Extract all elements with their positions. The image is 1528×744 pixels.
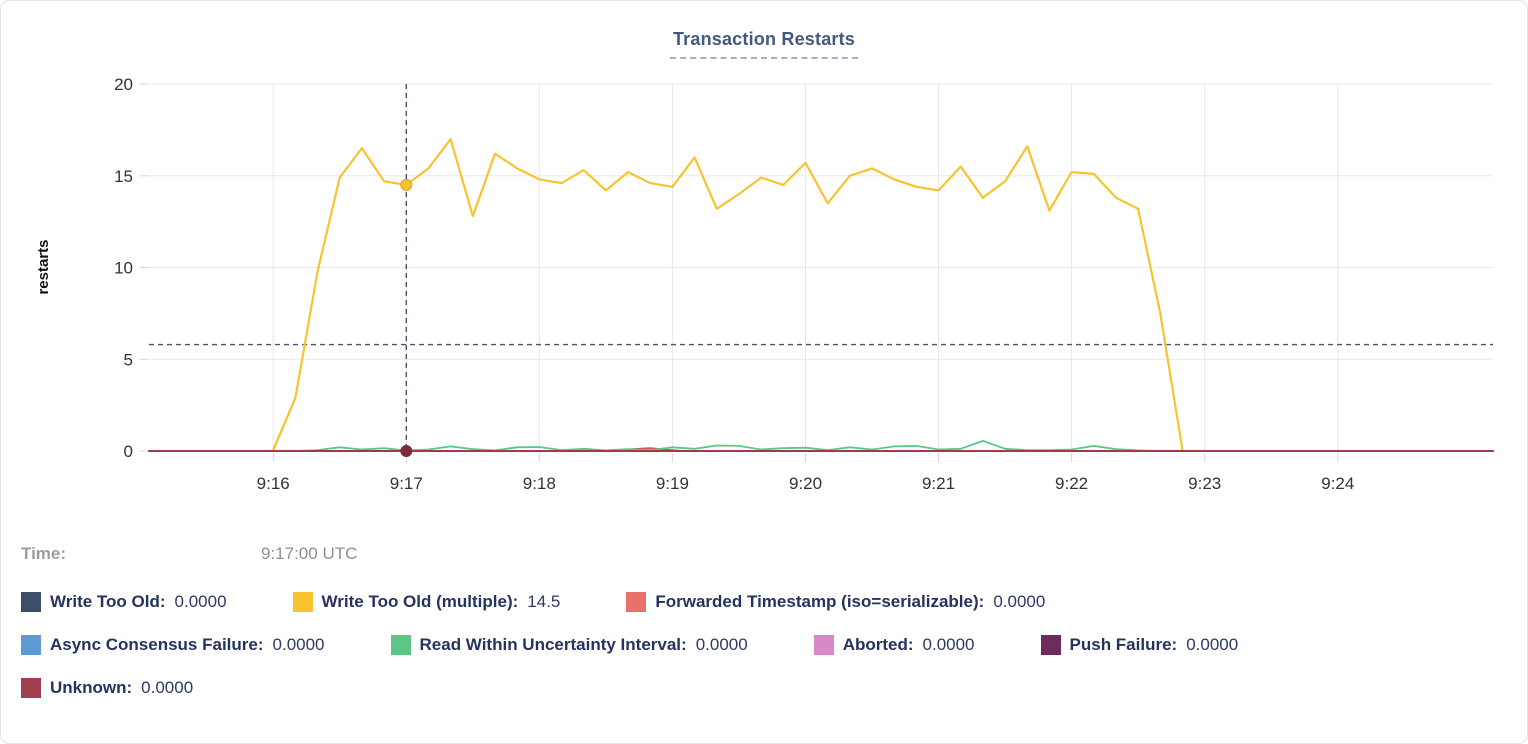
tooltip-time-value: 9:17:00 UTC xyxy=(261,544,358,563)
legend-row: Unknown: 0.0000 xyxy=(21,678,1511,698)
legend-row: Async Consensus Failure: 0.0000 Read Withi… xyxy=(21,635,1511,655)
legend-swatch xyxy=(813,635,834,655)
y-tick-label: 20 xyxy=(114,75,133,94)
legend-label: Forwarded Timestamp (iso=serializable): xyxy=(655,592,985,611)
chart-header: Transaction Restarts xyxy=(1,29,1527,59)
legend-row: Write Too Old: 0.0000 Write Too Old (multi… xyxy=(21,592,1511,612)
legend-swatch xyxy=(626,592,647,612)
chart-title[interactable]: Transaction Restarts xyxy=(669,29,859,59)
legend-value: 0.0000 xyxy=(993,592,1046,611)
y-grid-and-labels: 0 5 10 15 20 xyxy=(114,75,1493,461)
legend-value: 0.0000 xyxy=(922,635,975,654)
legend-value: 0.0000 xyxy=(1186,635,1239,654)
x-tick-label: 9:17 xyxy=(390,474,423,493)
line-chart[interactable]: 0 5 10 15 20 9:16 9:17 9:18 9:19 9:20 9:21 9:22 9:23… xyxy=(1,1,1527,531)
series-line xyxy=(272,138,1184,452)
x-tick-label: 9:22 xyxy=(1055,474,1088,493)
y-tick-label: 0 xyxy=(124,442,133,461)
legend-item[interactable]: Forwarded Timestamp (iso=serializable): 0… xyxy=(626,592,1045,612)
hover-point xyxy=(400,178,413,191)
tooltip-time-label: Time: xyxy=(21,544,67,563)
legend-label: Write Too Old: xyxy=(50,592,166,611)
y-axis-title: restarts xyxy=(35,239,52,294)
x-tick-label: 9:21 xyxy=(922,474,955,493)
legend-swatch xyxy=(390,635,411,655)
legend-swatch xyxy=(21,678,41,698)
legend-swatch xyxy=(21,592,41,612)
legend-item[interactable]: Push Failure: 0.0000 xyxy=(1040,635,1239,655)
hover-crosshair xyxy=(149,84,1493,456)
legend-item[interactable]: Aborted: 0.0000 xyxy=(813,635,975,655)
legend-item[interactable]: Unknown: 0.0000 xyxy=(21,678,193,698)
y-tick-label: 5 xyxy=(124,350,133,369)
hover-point xyxy=(400,445,413,457)
x-tick-label: 9:16 xyxy=(257,474,290,493)
x-tick-label: 9:24 xyxy=(1321,474,1354,493)
legend-swatch xyxy=(21,635,41,655)
legend-swatch xyxy=(1040,635,1061,655)
legend-value: 0.0000 xyxy=(141,678,194,697)
x-tick-label: 9:18 xyxy=(523,474,556,493)
legend-value: 0.0000 xyxy=(695,635,748,654)
y-tick-label: 15 xyxy=(114,167,133,186)
legend-label: Unknown: xyxy=(50,678,133,697)
x-tick-label: 9:19 xyxy=(656,474,689,493)
legend-label: Async Consensus Failure: xyxy=(50,635,264,654)
x-tick-label: 9:23 xyxy=(1188,474,1221,493)
legend-value: 0.0000 xyxy=(174,592,227,611)
legend-value: 0.0000 xyxy=(272,635,325,654)
legend-label: Write Too Old (multiple): xyxy=(321,592,519,611)
legend-item[interactable]: Async Consensus Failure: 0.0000 xyxy=(21,635,325,655)
legend-label: Aborted: xyxy=(842,635,914,654)
legend-value: 14.5 xyxy=(527,592,561,611)
legend-label: Read Within Uncertainty Interval: xyxy=(419,635,687,654)
legend-item[interactable]: Write Too Old: 0.0000 xyxy=(21,592,227,612)
legend-item[interactable]: Read Within Uncertainty Interval: 0.0000 xyxy=(390,635,748,655)
legend-item[interactable]: Write Too Old (multiple): 14.5 xyxy=(292,592,561,612)
x-grid-and-labels: 9:16 9:17 9:18 9:19 9:20 9:21 9:22 9:23 9:24 xyxy=(257,84,1354,493)
x-tick-label: 9:20 xyxy=(789,474,822,493)
legend: Write Too Old: 0.0000 Write Too Old (multi… xyxy=(21,592,1511,721)
series-line xyxy=(294,439,1162,452)
legend-swatch xyxy=(292,592,313,612)
tooltip-time-row: Time: 9:17:00 UTC xyxy=(21,544,721,566)
legend-label: Push Failure: xyxy=(1069,635,1178,654)
y-tick-label: 10 xyxy=(114,259,133,278)
